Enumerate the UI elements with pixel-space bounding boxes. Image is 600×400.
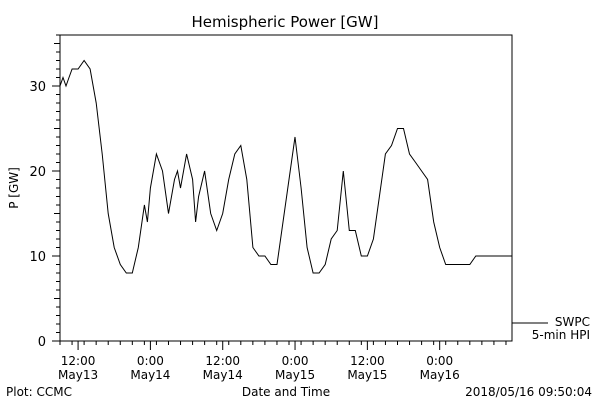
x-tick-label-time: 12:00 <box>61 354 96 368</box>
x-tick-label-date: May14 <box>203 368 243 382</box>
y-tick-label: 30 <box>29 80 46 95</box>
x-tick-label-date: May13 <box>58 368 98 382</box>
x-tick-label-time: 0:00 <box>282 354 309 368</box>
x-tick-label-date: May16 <box>420 368 460 382</box>
y-tick-label: 20 <box>29 165 46 180</box>
x-tick-label-time: 0:00 <box>426 354 453 368</box>
plot-timestamp: 2018/05/16 09:50:04 <box>465 385 592 399</box>
x-tick-label-date: May15 <box>275 368 315 382</box>
legend-entry-line2: 5-min HPI <box>532 328 590 342</box>
x-axis: 12:00May130:00May1412:00May140:00May1512… <box>58 341 507 382</box>
legend-entry-line1: SWPC <box>555 315 590 329</box>
chart-title: Hemispheric Power [GW] <box>192 13 379 31</box>
x-tick-label-date: May15 <box>347 368 387 382</box>
y-tick-label: 0 <box>38 335 46 350</box>
x-tick-label-time: 12:00 <box>350 354 385 368</box>
y-axis: 0 10 20 30 <box>29 34 60 350</box>
plot-credit: Plot: CCMC <box>6 385 72 399</box>
x-axis-label: Date and Time <box>242 385 330 399</box>
y-tick-label: 10 <box>29 250 46 265</box>
x-tick-label-date: May14 <box>130 368 170 382</box>
x-tick-label-time: 12:00 <box>205 354 240 368</box>
y-axis-label: P [GW] <box>7 167 21 209</box>
x-tick-label-time: 0:00 <box>137 354 164 368</box>
plot-frame <box>59 34 513 342</box>
series-line <box>59 59 512 274</box>
